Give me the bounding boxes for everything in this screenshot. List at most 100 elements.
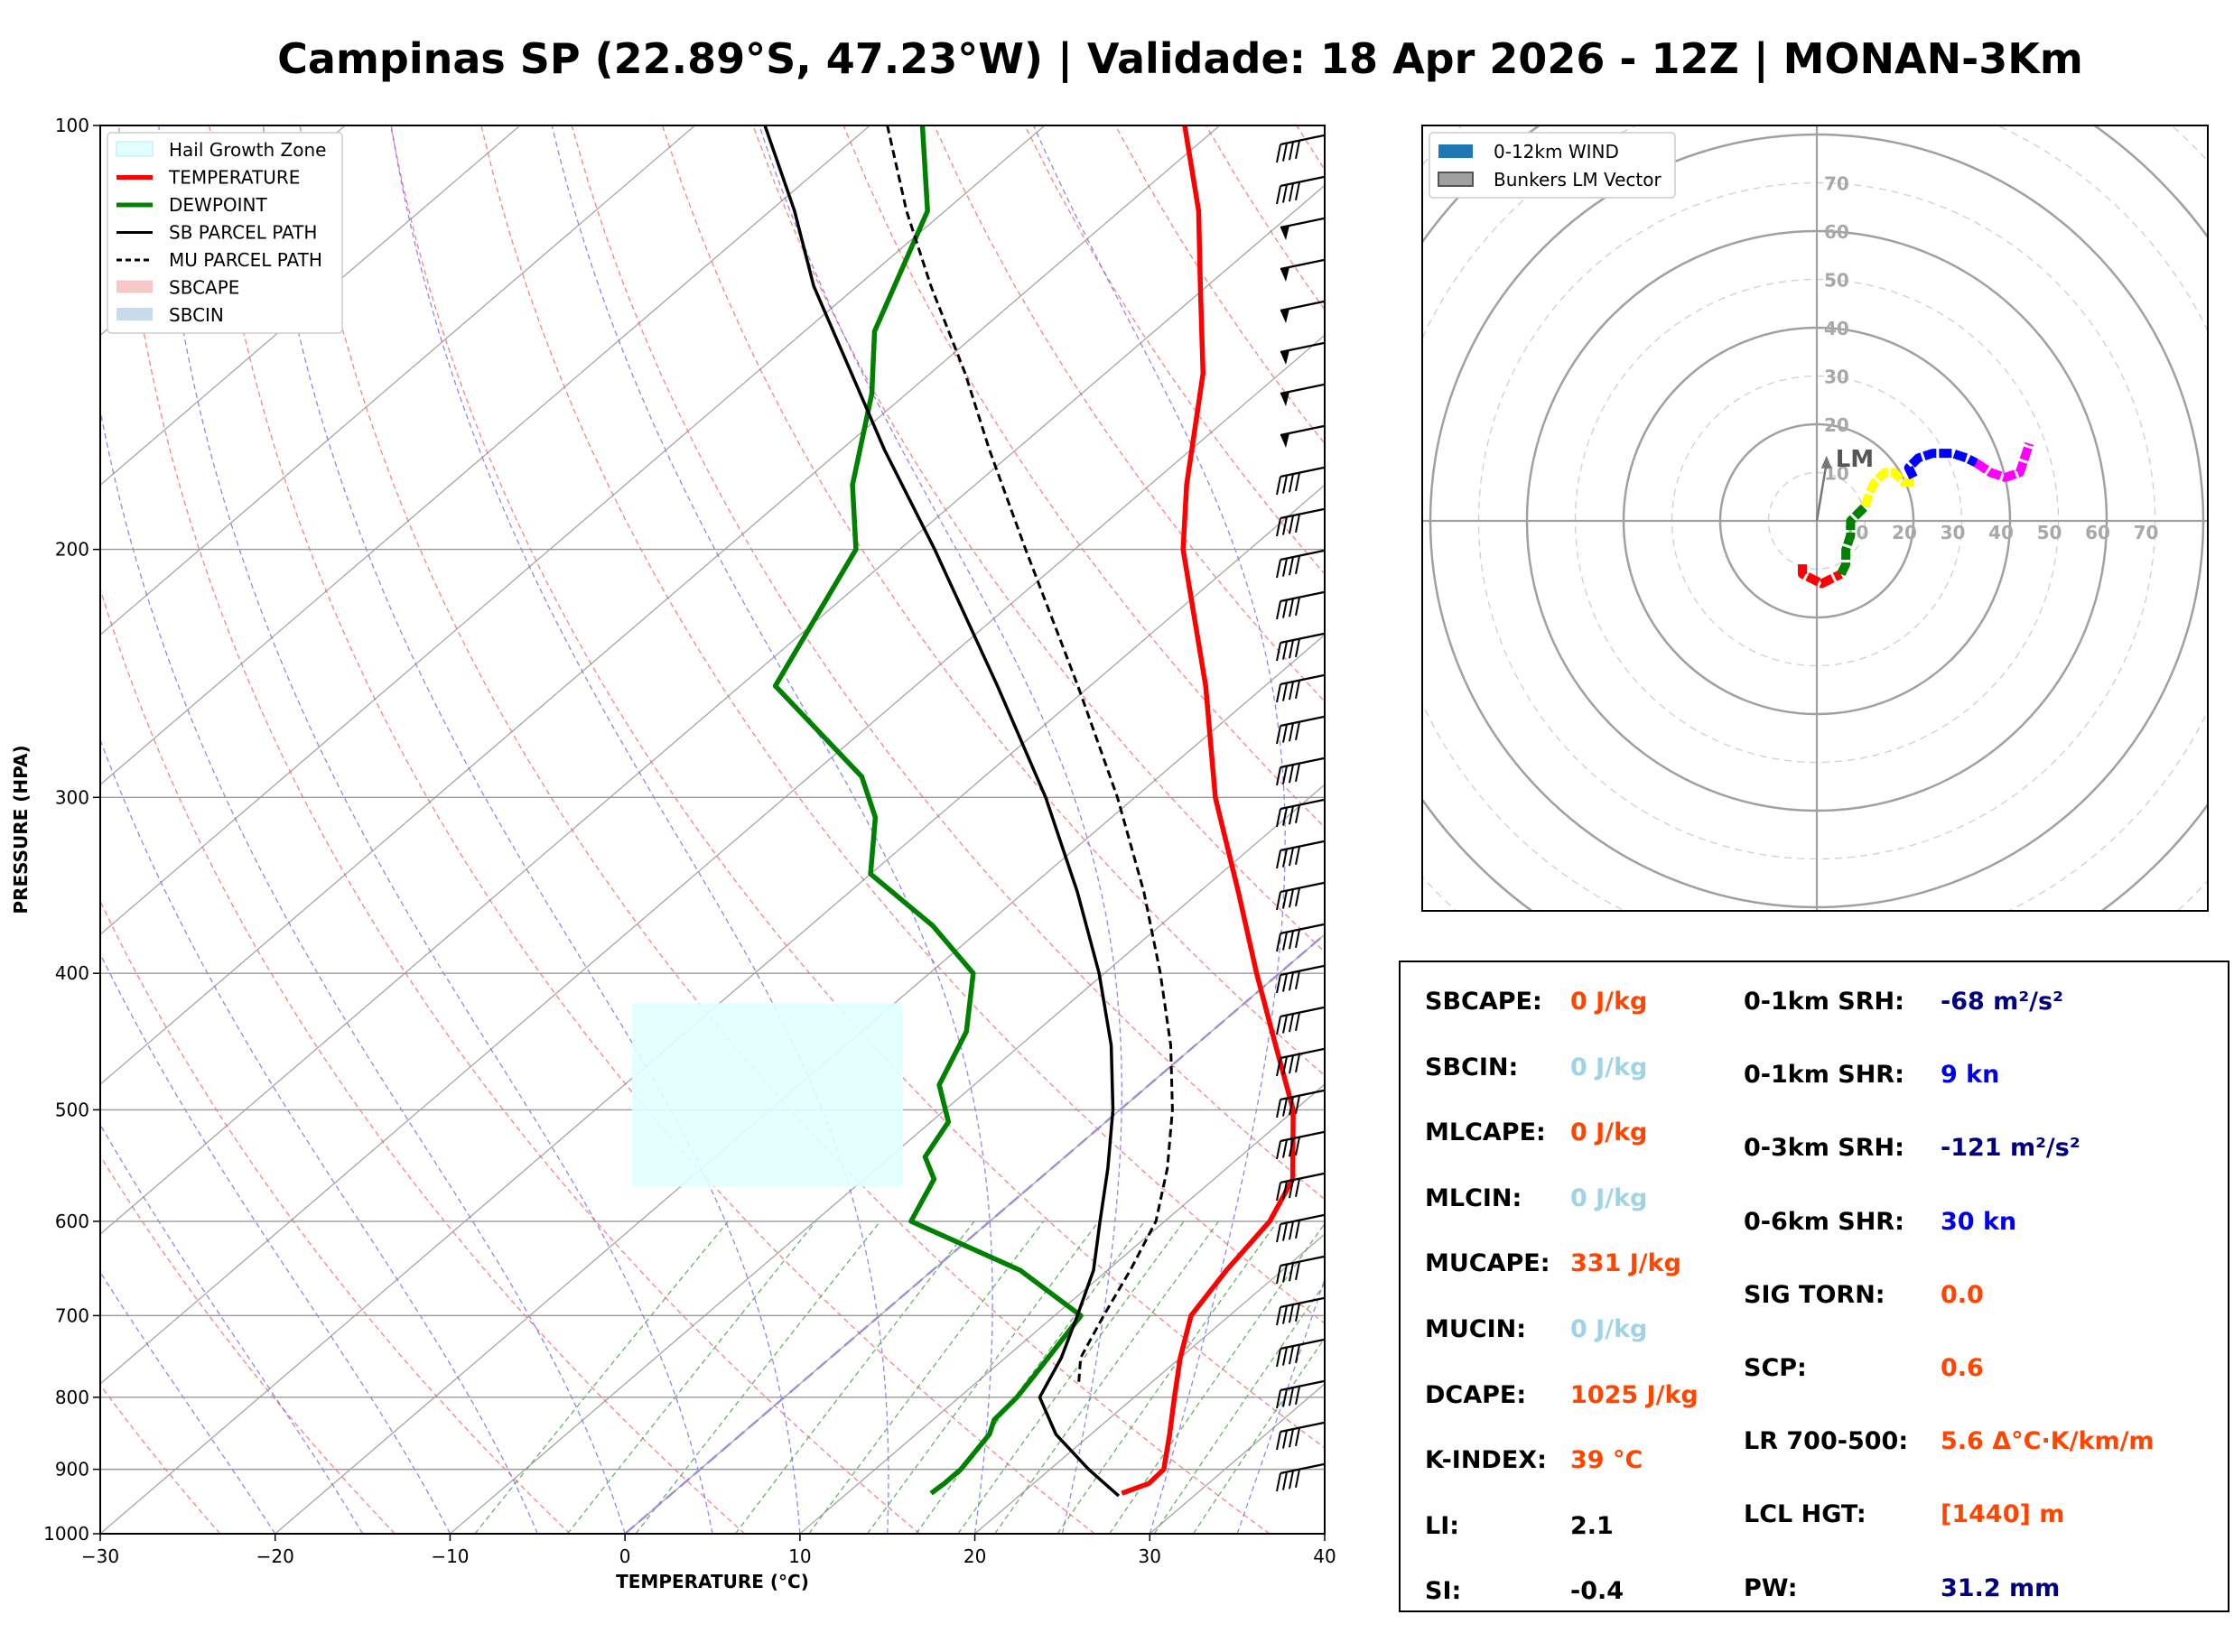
x-tick-label: 40 bbox=[1313, 1545, 1336, 1567]
temperature-line bbox=[1121, 125, 1296, 1496]
wind-barb bbox=[1276, 1172, 1325, 1202]
y-tick-label: 500 bbox=[55, 1099, 89, 1120]
hail-growth-zone bbox=[632, 1003, 903, 1187]
skew-t-frame bbox=[99, 125, 1326, 1535]
left-param-value: 39 °C bbox=[1570, 1446, 1643, 1475]
left-param-value: 2.1 bbox=[1570, 1511, 1614, 1540]
y-tick-label: 700 bbox=[55, 1304, 89, 1326]
mixing-ratio-line bbox=[1153, 1282, 1325, 1534]
y-axis-label: PRESSURE (HPA) bbox=[10, 745, 32, 914]
x-tick-label: 30 bbox=[1139, 1545, 1161, 1567]
wind-barb bbox=[1280, 341, 1325, 365]
isotherm-line bbox=[100, 184, 1325, 1235]
left-param-label: SBCIN: bbox=[1425, 1053, 1519, 1081]
isotherm-line bbox=[974, 1233, 1325, 1534]
left-param-label: MUCIN: bbox=[1425, 1315, 1527, 1343]
mixing-ratio-line bbox=[808, 1220, 1045, 1534]
mixing-ratio-line bbox=[915, 1220, 1146, 1534]
y-tick-label: 900 bbox=[55, 1459, 89, 1480]
moist-adiabat-line bbox=[390, 125, 889, 1534]
dry-adiabat-line bbox=[100, 1155, 396, 1534]
right-param-value: 0.0 bbox=[1941, 1280, 1984, 1309]
y-tick-label: 400 bbox=[55, 962, 89, 984]
x-tick-label: −20 bbox=[256, 1545, 294, 1567]
dewpoint-line bbox=[772, 125, 1084, 1496]
legend-label: DEWPOINT bbox=[169, 194, 267, 216]
x-tick-label: 0 bbox=[619, 1545, 631, 1567]
legend-label: SB PARCEL PATH bbox=[169, 222, 317, 244]
right-param-label: 0-6km SHR: bbox=[1744, 1207, 1904, 1236]
right-param-value: 9 kn bbox=[1941, 1061, 2000, 1090]
wind-barb bbox=[1276, 1255, 1325, 1285]
wind-barb bbox=[1276, 673, 1325, 703]
left-param-value: 0 J/kg bbox=[1570, 988, 1648, 1016]
isotherm-line bbox=[275, 634, 1325, 1534]
legend-sbcin-swatch bbox=[116, 308, 153, 320]
left-param-label: MLCAPE: bbox=[1425, 1118, 1546, 1147]
wind-barb bbox=[1276, 1130, 1325, 1160]
right-param-label: LR 700-500: bbox=[1744, 1427, 1909, 1456]
right-param-value: 31.2 mm bbox=[1941, 1573, 2061, 1602]
x-tick-label: −10 bbox=[431, 1545, 469, 1567]
dry-adiabat-line bbox=[117, 125, 921, 1534]
skew-legend-box bbox=[107, 132, 343, 334]
wind-barb bbox=[1276, 756, 1325, 786]
left-param-label: SBCAPE: bbox=[1425, 988, 1542, 1016]
right-param-value: -68 m²/s² bbox=[1941, 988, 2063, 1016]
legend-label: MU PARCEL PATH bbox=[169, 249, 322, 271]
y-tick-label: 100 bbox=[55, 115, 89, 136]
left-param-label: MUCAPE: bbox=[1425, 1249, 1550, 1278]
mixing-ratio-line bbox=[1056, 1220, 1279, 1534]
right-param-value: 0.6 bbox=[1941, 1354, 1984, 1382]
x-tick-label: −30 bbox=[81, 1545, 119, 1567]
left-param-label: K-INDEX: bbox=[1425, 1446, 1547, 1475]
wind-barb bbox=[1276, 1089, 1325, 1118]
moist-adiabat-line bbox=[100, 407, 626, 1534]
wind-barb bbox=[1276, 964, 1325, 994]
left-param-value: 0 J/kg bbox=[1570, 1183, 1648, 1212]
right-param-value: 30 kn bbox=[1941, 1207, 2017, 1236]
moist-adiabat-line bbox=[1033, 125, 1286, 1534]
wind-barb bbox=[1276, 1047, 1325, 1077]
left-param-value: 1025 J/kg bbox=[1570, 1380, 1699, 1409]
moist-adiabat-line bbox=[100, 1123, 364, 1534]
left-param-value: 0 J/kg bbox=[1570, 1053, 1648, 1081]
wind-barb bbox=[1276, 1213, 1325, 1243]
right-param-value: [1440] m bbox=[1941, 1500, 2065, 1529]
wind-barb bbox=[1276, 590, 1325, 620]
legend-label: SBCAPE bbox=[169, 277, 239, 299]
moist-adiabat-line bbox=[100, 738, 538, 1534]
wind-barb bbox=[1280, 383, 1325, 406]
left-param-label: SI: bbox=[1425, 1577, 1462, 1606]
left-param-label: MLCIN: bbox=[1425, 1183, 1522, 1212]
y-tick-label: 1000 bbox=[43, 1523, 89, 1545]
wind-barb bbox=[1280, 300, 1325, 323]
isotherm-line bbox=[100, 125, 1221, 1085]
moist-adiabat-line bbox=[551, 125, 993, 1534]
legend-sbcape-swatch bbox=[116, 280, 153, 293]
parameters-panel: SBCAPE: 0 J/kg SBCIN: 0 J/kg MLCAPE: 0 J/kg ML… bbox=[1399, 961, 2229, 1612]
right-param-value: -121 m²/s² bbox=[1941, 1134, 2080, 1163]
left-param-label: LI: bbox=[1425, 1511, 1460, 1540]
wind-barb bbox=[1276, 549, 1325, 579]
wind-barb bbox=[1276, 881, 1325, 911]
isotherm-line bbox=[799, 1083, 1325, 1534]
legend-label: SBCIN bbox=[169, 304, 224, 326]
isotherm-line bbox=[100, 125, 521, 487]
y-tick-label: 200 bbox=[55, 539, 89, 561]
mixing-ratio-line bbox=[734, 1220, 975, 1534]
dry-adiabat-line bbox=[100, 586, 746, 1534]
moist-adiabat-line bbox=[759, 125, 1122, 1534]
right-param-label: 0-1km SRH: bbox=[1744, 988, 1904, 1016]
wind-barb bbox=[1276, 175, 1325, 205]
wind-barb bbox=[1276, 840, 1325, 869]
right-param-label: LCL HGT: bbox=[1744, 1500, 1866, 1529]
isotherm-line bbox=[100, 334, 1325, 1385]
wind-barb bbox=[1276, 632, 1325, 662]
wind-barb bbox=[1276, 798, 1325, 828]
dry-adiabat-line bbox=[661, 125, 1325, 1077]
dry-adiabat-line bbox=[842, 125, 1325, 829]
dry-adiabat-line bbox=[100, 1384, 221, 1534]
x-axis-label: TEMPERATURE (°C) bbox=[616, 1571, 809, 1592]
